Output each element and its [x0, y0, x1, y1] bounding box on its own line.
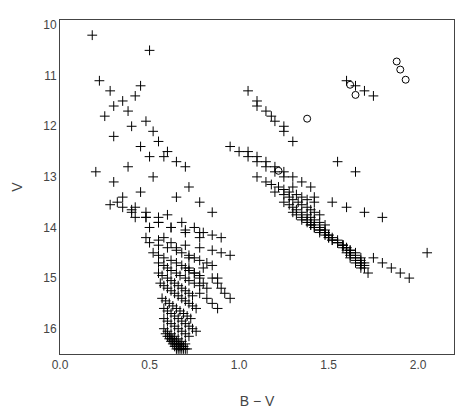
svg-text:16: 16: [43, 322, 57, 336]
svg-text:15: 15: [43, 271, 57, 285]
svg-text:14: 14: [43, 221, 57, 235]
svg-text:0.0: 0.0: [52, 358, 69, 372]
svg-text:1.0: 1.0: [231, 358, 248, 372]
svg-text:B − V: B − V: [240, 393, 275, 409]
svg-text:0.5: 0.5: [141, 358, 158, 372]
svg-text:10: 10: [43, 18, 57, 32]
svg-text:13: 13: [43, 170, 57, 184]
svg-text:11: 11: [44, 69, 57, 83]
svg-text:2.0: 2.0: [410, 358, 427, 372]
svg-text:1.5: 1.5: [320, 358, 337, 372]
svg-text:12: 12: [43, 119, 57, 133]
svg-text:V: V: [9, 182, 25, 192]
